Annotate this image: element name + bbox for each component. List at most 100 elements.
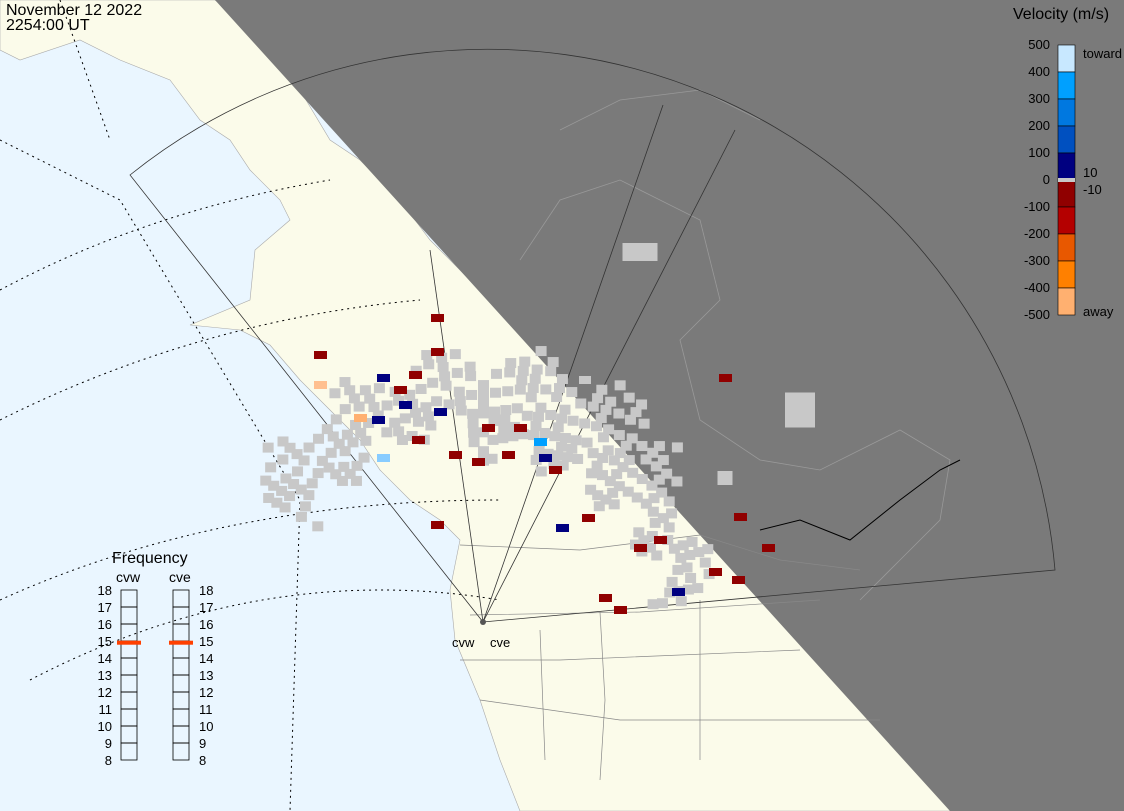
ground-scatter-cell bbox=[529, 373, 541, 384]
ground-scatter-cell bbox=[336, 475, 348, 486]
ground-scatter-cell bbox=[498, 423, 510, 434]
ground-scatter-cell bbox=[443, 399, 455, 410]
frequency-bin bbox=[120, 589, 138, 608]
velocity-cell bbox=[709, 568, 722, 576]
ground-scatter-cell bbox=[597, 452, 609, 463]
ground-scatter-cell bbox=[640, 454, 652, 465]
velocity-tick-label: 500 bbox=[1028, 37, 1050, 52]
ground-scatter-cell bbox=[291, 449, 303, 460]
velocity-cell bbox=[431, 521, 444, 529]
velocity-cell bbox=[314, 351, 327, 359]
ground-scatter-cell bbox=[647, 506, 659, 517]
velocity-cell bbox=[539, 454, 552, 462]
time-label: 2254:00 UT bbox=[6, 17, 90, 34]
ground-scatter-cell bbox=[602, 445, 614, 456]
ground-scatter-cell bbox=[404, 389, 416, 400]
ground-scatter-cell bbox=[613, 408, 625, 419]
ground-scatter-cell bbox=[717, 471, 733, 485]
ground-scatter-cell bbox=[668, 543, 680, 554]
gs-lower-label: -10 bbox=[1083, 182, 1102, 197]
ground-scatter-cell bbox=[280, 473, 292, 484]
ground-scatter-cell bbox=[478, 408, 489, 419]
scatter-cells bbox=[260, 243, 815, 614]
ground-scatter-cell bbox=[488, 416, 500, 427]
velocity-cell bbox=[502, 451, 515, 459]
ground-scatter-cell bbox=[547, 357, 559, 368]
ground-scatter-cell bbox=[549, 431, 561, 442]
night-shading bbox=[215, 0, 1124, 811]
frequency-tick-label: 8 bbox=[199, 753, 207, 768]
frequency-tick-label: 9 bbox=[199, 736, 207, 751]
velocity-tick-label: 100 bbox=[1028, 145, 1050, 160]
ground-scatter-cell bbox=[323, 462, 335, 473]
ground-scatter-cell bbox=[592, 393, 604, 404]
velocity-tick-label: -100 bbox=[1023, 199, 1050, 214]
ground-scatter-cell bbox=[575, 398, 587, 409]
ground-scatter-cell bbox=[517, 365, 529, 376]
velocity-cell bbox=[377, 454, 390, 462]
ground-scatter-cell bbox=[586, 468, 598, 479]
ground-scatter-cell bbox=[595, 413, 607, 424]
velocity-cell bbox=[409, 371, 422, 379]
ground-scatter-cell bbox=[614, 448, 626, 459]
velocity-cell bbox=[734, 513, 747, 521]
velocity-cell bbox=[377, 374, 390, 382]
velocity-cell bbox=[549, 466, 562, 474]
ground-scatter-cell bbox=[316, 455, 328, 466]
ground-scatter-cell bbox=[393, 395, 405, 406]
ground-scatter-cell bbox=[554, 383, 566, 394]
ground-scatter-cell bbox=[454, 396, 466, 407]
velocity-cell bbox=[614, 606, 627, 614]
country-border bbox=[759, 459, 961, 541]
ground-scatter-cell bbox=[622, 243, 658, 261]
ground-scatter-cell bbox=[603, 424, 615, 435]
frequency-tick-label: 12 bbox=[97, 685, 112, 700]
ground-scatter-cell bbox=[339, 446, 351, 457]
ground-scatter-cell bbox=[288, 479, 300, 490]
ground-scatter-cell bbox=[465, 371, 477, 382]
frequency-tick-label: 12 bbox=[199, 685, 214, 700]
ground-scatter-cell bbox=[339, 404, 351, 415]
velocity-tick-label: 200 bbox=[1028, 118, 1050, 133]
ground-scatter-cell bbox=[490, 387, 502, 398]
ground-scatter-cell bbox=[396, 434, 408, 445]
ground-scatter-cell bbox=[381, 427, 393, 438]
ground-scatter-cell bbox=[468, 437, 480, 448]
ground-scatter-cell bbox=[263, 492, 275, 503]
velocity-cell bbox=[732, 576, 745, 584]
ground-scatter-cell bbox=[552, 450, 564, 461]
ground-scatter-cell bbox=[329, 388, 341, 399]
velocity-cell bbox=[634, 544, 647, 552]
frequency-bin bbox=[120, 725, 138, 744]
ground-scatter-cell bbox=[298, 455, 310, 466]
ground-scatter-cell bbox=[303, 490, 315, 501]
ground-scatter-cell bbox=[617, 462, 629, 473]
ground-scatter-cell bbox=[466, 389, 478, 400]
ground-scatter-cell bbox=[672, 564, 684, 575]
frequency-bin bbox=[172, 742, 190, 761]
velocity-cell bbox=[556, 524, 569, 532]
ground-scatter-cell bbox=[613, 481, 625, 492]
ground-scatter-cell bbox=[657, 455, 669, 466]
velocity-cell bbox=[762, 544, 775, 552]
ground-scatter-cell bbox=[699, 557, 711, 568]
velocity-cell bbox=[431, 348, 444, 356]
ground-scatter-cell bbox=[505, 358, 517, 369]
frequency-tick-label: 15 bbox=[97, 634, 112, 649]
frequency-bin bbox=[172, 708, 190, 727]
colorbar-segment bbox=[1057, 206, 1076, 235]
ground-scatter-cell bbox=[627, 467, 639, 478]
ground-scatter-cell bbox=[333, 438, 345, 449]
ground-scatter-cell bbox=[685, 572, 697, 583]
frequency-tick-label: 13 bbox=[199, 668, 214, 683]
away-label: away bbox=[1083, 304, 1114, 319]
ground-scatter-cell bbox=[410, 407, 422, 418]
ground-scatter-cell bbox=[351, 460, 363, 471]
colorbar-segment bbox=[1057, 287, 1076, 316]
frequency-tick-label: 14 bbox=[97, 651, 112, 666]
ground-scatter-cell bbox=[579, 418, 591, 429]
velocity-cell bbox=[582, 514, 595, 522]
ground-scatter-cell bbox=[581, 437, 593, 448]
ground-scatter-cell bbox=[468, 427, 480, 438]
ground-scatter-cell bbox=[478, 398, 489, 409]
